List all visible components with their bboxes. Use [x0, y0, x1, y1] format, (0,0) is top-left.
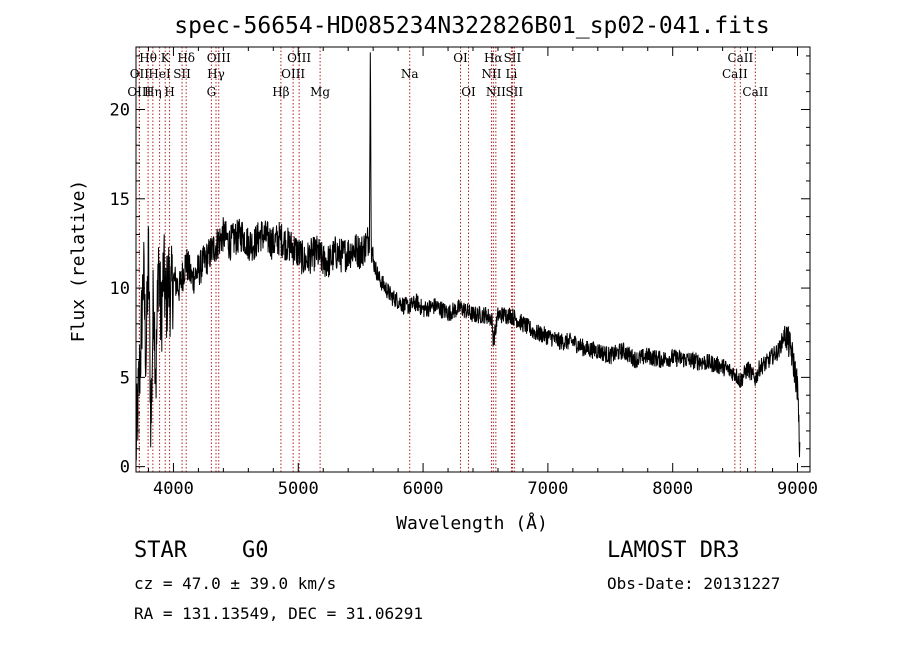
line-label-16: Na — [401, 67, 419, 81]
x-tick-label: 4000 — [153, 479, 194, 499]
x-tick-label: 5000 — [278, 479, 319, 499]
obs-date: Obs-Date: 20131227 — [607, 574, 781, 593]
spectrum-series — [135, 52, 801, 461]
line-label-19: Hα — [484, 51, 503, 65]
spectral-subclass: G0 — [242, 538, 269, 563]
y-tick-label: 15 — [110, 190, 130, 210]
coordinates-readout: RA = 131.13549, DEC = 31.06291 — [134, 604, 423, 623]
plot-frame — [135, 46, 811, 473]
line-label-6: H — [164, 85, 174, 99]
x-tick-label: 8000 — [652, 479, 693, 499]
line-label-10: Hγ — [207, 67, 225, 81]
line-label-26: CaII — [722, 67, 748, 81]
line-label-7: Hδ — [177, 51, 195, 65]
y-axis-label: Flux (relative) — [68, 180, 89, 343]
line-label-8: SII — [173, 67, 191, 81]
line-label-14: OIII — [281, 67, 305, 81]
line-label-12: Hβ — [272, 85, 289, 99]
spectral-line-markers — [138, 47, 756, 472]
line-label-27: CaII — [742, 85, 768, 99]
line-label-22: SII — [504, 51, 522, 65]
object-type: STAR — [134, 538, 187, 563]
chart-title: spec-56654-HD085234N322826B01_sp02-041.f… — [174, 13, 769, 39]
line-label-18: OI — [461, 85, 476, 99]
y-tick-label: 5 — [120, 368, 130, 388]
line-label-21: NII — [486, 85, 506, 99]
velocity-readout: cz = 47.0 ± 39.0 km/s — [134, 574, 337, 593]
line-label-3: K — [161, 51, 171, 65]
spectrum-line — [135, 52, 801, 461]
line-label-5: Hη — [144, 85, 162, 99]
x-axis-label: Wavelength (Å) — [396, 512, 548, 534]
line-label-20: NII — [481, 67, 501, 81]
line-label-25: CaII — [727, 51, 753, 65]
line-label-17: OI — [453, 51, 468, 65]
line-label-11: G — [207, 85, 217, 99]
line-label-24: SII — [505, 85, 523, 99]
x-tick-label: 9000 — [777, 479, 818, 499]
line-label-9: OIII — [207, 51, 231, 65]
x-tick-label: 6000 — [403, 479, 444, 499]
plot-axes — [135, 46, 811, 473]
line-label-4: HeI — [148, 67, 171, 81]
x-tick-label: 7000 — [527, 479, 568, 499]
line-label-23: Li — [506, 67, 518, 81]
tick-labels: 4000 5000 6000 7000 8000 9000 0 5 10 15 20 — [110, 101, 818, 500]
survey-name: LAMOST DR3 — [607, 538, 740, 563]
y-tick-label: 0 — [120, 458, 130, 478]
line-label-15: Mg — [310, 85, 330, 99]
y-tick-label: 10 — [110, 279, 130, 299]
y-tick-label: 20 — [110, 101, 130, 121]
line-label-0: Hθ — [139, 51, 157, 65]
line-label-13: OIII — [287, 51, 311, 65]
